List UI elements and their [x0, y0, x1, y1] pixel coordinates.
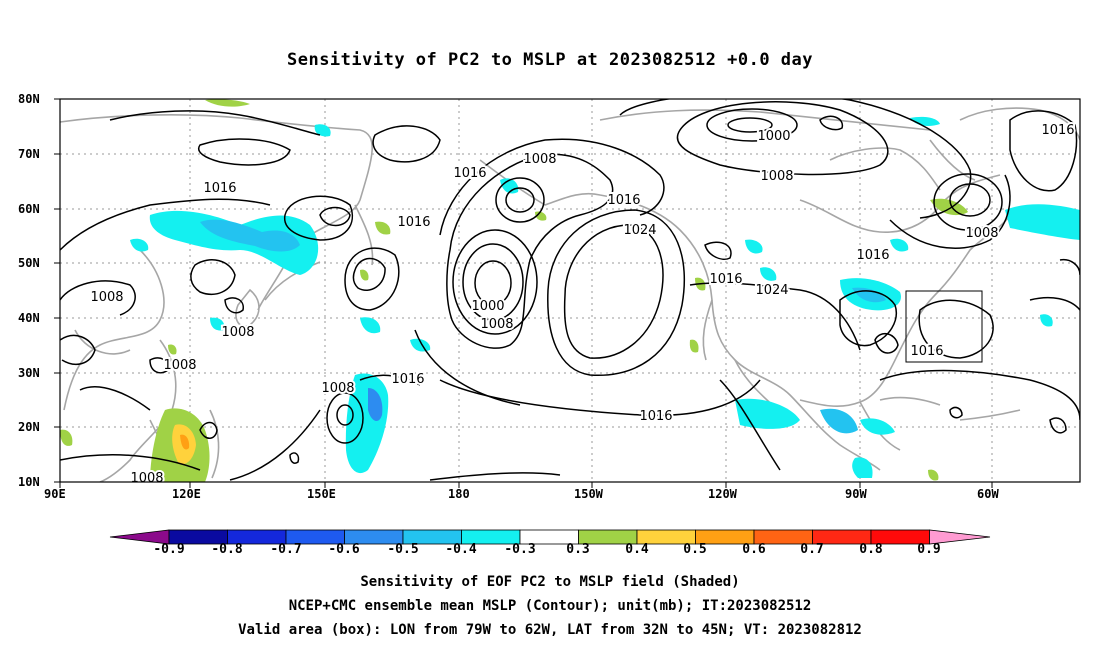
- contour-label: 1024: [755, 283, 788, 298]
- caption-shaded: Sensitivity of EOF PC2 to MSLP field (Sh…: [360, 574, 740, 590]
- contour-label: 1024: [623, 223, 656, 238]
- contour-label: 1016: [391, 372, 424, 387]
- contour-label: 1008: [965, 226, 998, 241]
- contour-label: 1016: [910, 344, 943, 359]
- lat-label: 60N: [18, 202, 40, 216]
- mslp-contours: [60, 99, 1080, 481]
- colorbar-label: -0.8: [211, 542, 243, 557]
- colorbar-label: 0.3: [566, 542, 590, 557]
- caption-contour: NCEP+CMC ensemble mean MSLP (Contour); u…: [288, 598, 812, 614]
- contour-label: 1000: [757, 129, 790, 144]
- valid-area-box: [905, 290, 983, 363]
- contour-label: 1016: [203, 181, 236, 196]
- contour-label: 1016: [397, 215, 430, 230]
- contour-label: 1008: [163, 358, 196, 373]
- colorbar-label: 0.9: [917, 542, 941, 557]
- colorbar-label: 0.7: [800, 542, 824, 557]
- contour-label: 1008: [480, 317, 513, 332]
- colorbar-label: -0.5: [387, 542, 419, 557]
- lat-label: 40N: [18, 311, 40, 325]
- lon-label: 90W: [845, 487, 867, 501]
- colorbar-label: -0.4: [445, 542, 477, 557]
- colorbar-label: 0.8: [859, 542, 883, 557]
- axis-ticks: [54, 98, 993, 488]
- colorbar-arrow-high: [929, 529, 991, 545]
- caption-valid-area: Valid area (box): LON from 79W to 62W, L…: [238, 622, 862, 638]
- contour-label: 1016: [639, 409, 672, 424]
- contour-label: 1008: [221, 325, 254, 340]
- contour-label: 1008: [321, 381, 354, 396]
- lon-label: 150W: [574, 487, 603, 501]
- lon-label: 120W: [708, 487, 737, 501]
- lon-label: 60W: [977, 487, 999, 501]
- lat-label: 20N: [18, 420, 40, 434]
- lat-label: 30N: [18, 366, 40, 380]
- contour-label: 1016: [1041, 123, 1074, 138]
- contour-label: 1016: [709, 272, 742, 287]
- gridlines: [60, 99, 1080, 482]
- contour-label: 1000: [471, 299, 504, 314]
- lat-label: 80N: [18, 92, 40, 106]
- colorbar-label: -0.9: [153, 542, 185, 557]
- contour-label: 1008: [523, 152, 556, 167]
- colorbar-label: -0.7: [270, 542, 302, 557]
- colorbar-label: 0.6: [742, 542, 766, 557]
- sensitivity-shading: [60, 99, 1080, 482]
- map-title: Sensitivity of PC2 to MSLP at 2023082512…: [286, 50, 813, 70]
- colorbar-label: 0.4: [625, 542, 649, 557]
- contour-labels: 1000 1008 1016 1008 1016 1016 1016 1016 …: [88, 121, 1076, 486]
- map-frame: [59, 98, 1081, 483]
- lon-label: 150E: [307, 487, 336, 501]
- colorbar-label: 0.5: [683, 542, 707, 557]
- contour-label: 1016: [856, 248, 889, 263]
- lat-label: 50N: [18, 256, 40, 270]
- contour-label: 1016: [453, 166, 486, 181]
- colorbar-label: -0.3: [504, 542, 536, 557]
- colorbar: [109, 529, 991, 545]
- lat-label: 10N: [18, 475, 40, 489]
- contour-label: 1008: [90, 290, 123, 305]
- contour-label: 1008: [760, 169, 793, 184]
- lon-label: 180: [448, 487, 470, 501]
- colorbar-label: -0.6: [328, 542, 360, 557]
- contour-label: 1016: [607, 193, 640, 208]
- lat-label: 70N: [18, 147, 40, 161]
- lon-label: 90E: [44, 487, 66, 501]
- lon-label: 120E: [172, 487, 201, 501]
- contour-label: 1008: [130, 471, 163, 486]
